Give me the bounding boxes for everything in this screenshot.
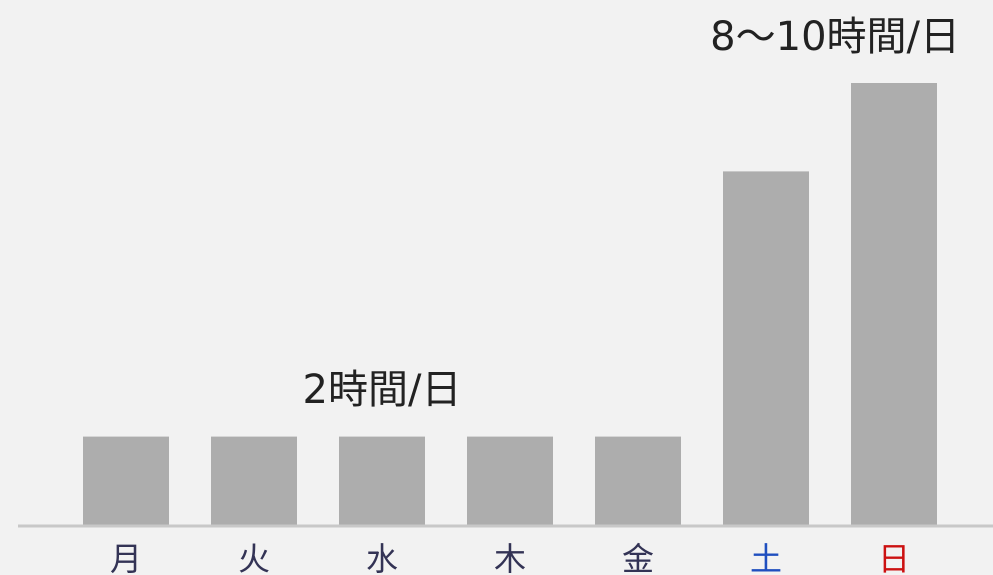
- bar-7: [851, 83, 937, 525]
- x-tick-label-3: 水: [366, 540, 398, 575]
- bar-5: [595, 436, 681, 525]
- x-tick-label-7: 日: [878, 540, 910, 575]
- x-tick-labels: 月火水木金土日: [110, 540, 910, 575]
- bar-4: [467, 436, 553, 525]
- annotation-weekday: 2時間/日: [303, 367, 462, 413]
- x-tick-label-2: 火: [238, 540, 270, 575]
- bar-2: [211, 436, 297, 525]
- x-tick-label-1: 月: [110, 540, 142, 575]
- bar-3: [339, 436, 425, 525]
- x-tick-label-5: 金: [622, 540, 654, 575]
- bar-1: [83, 436, 169, 525]
- x-tick-label-4: 木: [494, 540, 526, 575]
- annotation-weekend: 8〜10時間/日: [710, 14, 960, 60]
- bars-group: [83, 83, 937, 525]
- x-tick-label-6: 土: [750, 540, 782, 575]
- bar-6: [723, 171, 809, 525]
